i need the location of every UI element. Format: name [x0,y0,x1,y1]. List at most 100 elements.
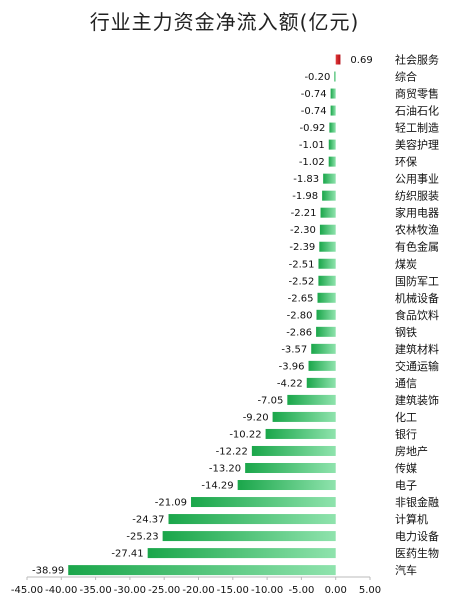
bar-value-label: -13.20 [209,463,241,474]
category-label: 公用事业 [395,173,439,186]
bar [330,88,336,99]
bar-value-label: -0.20 [304,72,330,83]
bar [306,377,336,388]
bar [68,565,336,576]
bar-value-label: -2.30 [290,225,316,236]
x-tick-label: -40.00 [45,585,77,596]
category-label: 化工 [395,410,417,424]
bar-value-label: -0.92 [300,123,326,134]
category-label: 社会服务 [395,53,439,67]
bar [316,326,336,337]
category-label: 食品饮料 [395,308,439,322]
category-label: 煤炭 [395,258,417,271]
bar [168,514,336,525]
bar [335,54,341,65]
category-label: 轻工制造 [395,121,439,135]
category-label: 电力设备 [395,529,439,543]
category-label: 电子 [395,479,417,492]
bar-value-label: -21.09 [155,498,187,509]
chart-title: 行业主力资金净流入额(亿元) [89,10,360,34]
bar-value-label: -4.22 [277,378,303,389]
category-label: 环保 [395,155,417,169]
bar-value-label: -14.29 [201,481,233,492]
bar-value-label: -2.21 [291,208,317,219]
bar [322,190,336,201]
bar-value-label: -1.02 [299,157,325,168]
x-tick-label: -25.00 [148,585,180,596]
bar-value-label: -0.74 [301,106,327,117]
bar [318,275,336,286]
bar-value-label: -2.51 [289,259,315,270]
category-label: 通信 [395,377,417,390]
category-label: 商贸零售 [395,87,439,101]
bar-value-label: -24.37 [132,515,164,526]
bar-value-label: -2.80 [287,310,313,321]
category-label: 美容护理 [395,138,439,152]
category-label: 汽车 [395,563,417,577]
category-label: 石油石化 [395,104,439,118]
bar-value-label: -2.65 [288,293,314,304]
bar-value-label: -3.57 [281,344,307,355]
bar [319,241,336,252]
x-tick-label: -30.00 [114,585,146,596]
x-tick-label: -15.00 [217,585,249,596]
bar [328,139,336,150]
bar [162,531,336,542]
x-tick-label: -20.00 [182,585,214,596]
bar-value-label: -1.98 [292,191,318,202]
bar [272,411,336,422]
category-label: 国防军工 [395,274,439,288]
category-label: 农林牧渔 [395,223,439,237]
bar [265,428,336,439]
bar-value-label: -3.96 [279,361,305,372]
bar-value-label: -9.20 [243,412,269,423]
bar [319,224,336,235]
bar [334,71,336,82]
bar-value-label: -25.23 [126,532,158,543]
bar [245,462,336,473]
category-label: 传媒 [395,462,417,475]
bar [191,497,336,508]
bar-value-label: -2.39 [289,242,315,253]
bar [287,394,336,405]
category-label: 有色金属 [395,240,439,254]
category-label: 建筑材料 [395,342,439,356]
bar [317,292,336,303]
bar-value-label: -7.05 [257,395,283,406]
category-label: 房地产 [395,444,428,458]
x-tick-label: -45.00 [11,585,43,596]
category-label: 交通运输 [395,359,439,373]
bar-value-label: 0.69 [350,55,372,66]
x-tick-label: 5.00 [359,585,381,596]
category-label: 建筑装饰 [395,393,439,407]
bar [311,343,336,354]
category-label: 非银金融 [395,495,439,509]
bar [323,173,336,184]
bar [237,480,336,491]
category-label: 机械设备 [395,291,439,305]
bar-value-label: -2.52 [289,276,315,287]
bar-value-label: -1.83 [293,174,319,185]
bar [330,105,336,116]
category-label: 计算机 [395,512,428,526]
x-tick-label: 0.00 [325,585,347,596]
x-axis: -45.00 -40.00 -35.00 -30.00 -25.00 -20.00 -15.… [11,576,381,596]
category-label: 纺织服装 [395,189,439,203]
bar [316,309,336,320]
bar [328,156,336,167]
category-label: 家用电器 [395,206,439,220]
category-label: 银行 [395,427,417,441]
category-label: 医药生物 [395,546,439,560]
bar-value-label: -0.74 [301,89,327,100]
bar-value-label: -2.86 [286,327,312,338]
x-tick-label: -35.00 [79,585,111,596]
bar [147,548,336,559]
bar-value-label: -12.22 [216,446,248,457]
x-tick-label: -5.00 [288,585,314,596]
bar [320,207,336,218]
bar [318,258,336,269]
bar [308,360,336,371]
bars-group: 0.69 社会服务 -0.20 综合 -0.74 商贸零售 -0.74 石油石化 -0.92 轻工… [32,53,439,578]
bar-value-label: -38.99 [32,566,64,577]
